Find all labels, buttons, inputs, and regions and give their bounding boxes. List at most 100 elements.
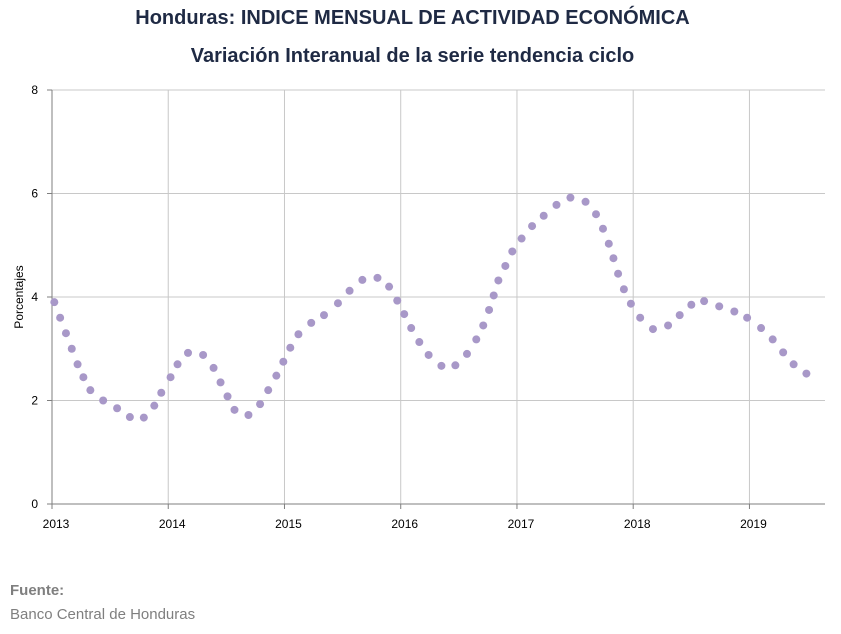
data-point xyxy=(614,269,623,278)
data-point xyxy=(320,311,329,320)
data-point xyxy=(223,392,232,401)
data-point xyxy=(279,357,288,366)
data-point xyxy=(73,360,82,369)
data-point xyxy=(173,360,182,369)
data-point xyxy=(802,369,811,378)
data-point xyxy=(286,343,295,352)
data-point xyxy=(385,282,394,291)
data-point xyxy=(157,388,166,397)
data-point xyxy=(648,325,657,334)
y-axis-label: Porcentajes xyxy=(12,265,26,328)
source-label: Fuente: xyxy=(10,582,65,599)
data-point xyxy=(307,318,316,327)
chart-subtitle: Variación Interanual de la serie tendenc… xyxy=(190,45,635,67)
data-point xyxy=(358,275,367,284)
data-point xyxy=(415,338,424,347)
data-point xyxy=(636,313,645,322)
y-tick-label: 0 xyxy=(31,497,38,511)
data-point xyxy=(345,286,354,295)
data-point xyxy=(199,350,208,359)
data-point xyxy=(139,413,148,422)
data-point xyxy=(400,310,409,319)
data-point xyxy=(209,363,218,372)
y-tick-label: 8 xyxy=(31,83,38,97)
data-point xyxy=(256,400,265,409)
data-point xyxy=(517,234,526,243)
x-tick-label: 2017 xyxy=(508,517,535,531)
data-point xyxy=(472,335,481,344)
data-point xyxy=(598,224,607,233)
y-tick-label: 2 xyxy=(31,394,38,408)
data-point xyxy=(333,299,342,308)
x-tick-label: 2013 xyxy=(43,517,70,531)
y-tick-labels: 0 2 4 6 8 xyxy=(31,83,38,511)
data-point xyxy=(264,386,273,395)
scatter-chart: 2013 2014 2015 2016 2017 2018 2019 0 2 4 6 8 Porce… xyxy=(12,83,825,531)
data-point xyxy=(56,313,65,322)
data-point xyxy=(50,298,59,307)
data-point xyxy=(604,239,613,248)
chart-title: Honduras: INDICE MENSUAL DE ACTIVIDAD EC… xyxy=(135,7,690,29)
data-point xyxy=(501,261,510,270)
x-tick-label: 2018 xyxy=(624,517,651,531)
y-tick-label: 6 xyxy=(31,187,38,201)
grid-lines xyxy=(51,89,825,504)
data-point xyxy=(451,361,460,370)
data-point xyxy=(184,348,193,357)
x-tick-label: 2016 xyxy=(391,517,418,531)
data-point xyxy=(373,273,382,282)
axes xyxy=(47,89,825,509)
x-tick-labels: 2013 2014 2015 2016 2017 2018 2019 xyxy=(43,517,767,531)
data-point xyxy=(768,335,777,344)
data-point xyxy=(730,307,739,316)
data-point xyxy=(715,302,724,311)
data-point xyxy=(462,349,471,358)
data-point xyxy=(581,197,590,206)
data-point xyxy=(272,371,281,380)
data-point xyxy=(626,299,635,308)
data-point xyxy=(479,321,488,330)
data-point xyxy=(508,247,517,256)
data-point xyxy=(494,276,503,285)
data-point xyxy=(86,386,95,395)
data-points xyxy=(50,193,811,422)
data-point xyxy=(407,324,416,333)
data-point xyxy=(437,361,446,370)
source-value: Banco Central de Honduras xyxy=(10,606,196,623)
data-point xyxy=(216,378,225,387)
data-point xyxy=(67,344,76,353)
data-point xyxy=(687,300,696,309)
data-point xyxy=(566,193,575,202)
data-point xyxy=(609,254,618,263)
data-point xyxy=(150,401,159,410)
data-point xyxy=(244,410,253,419)
x-tick-label: 2014 xyxy=(159,517,186,531)
data-point xyxy=(99,396,108,405)
data-point xyxy=(743,313,752,322)
data-point xyxy=(489,291,498,300)
data-point xyxy=(166,373,175,382)
data-point xyxy=(113,404,122,413)
data-point xyxy=(485,305,494,314)
data-point xyxy=(125,413,134,422)
data-point xyxy=(528,222,537,231)
data-point xyxy=(230,405,239,414)
data-point xyxy=(552,200,561,209)
y-tick-label: 4 xyxy=(31,290,38,304)
data-point xyxy=(664,321,673,330)
data-point xyxy=(779,348,788,357)
data-point xyxy=(393,296,402,305)
x-tick-label: 2015 xyxy=(275,517,302,531)
data-point xyxy=(424,350,433,359)
data-point xyxy=(789,360,798,369)
data-point xyxy=(700,297,709,306)
data-point xyxy=(757,324,766,333)
data-point xyxy=(294,330,303,339)
data-point xyxy=(539,211,548,220)
x-tick-label: 2019 xyxy=(740,517,767,531)
data-point xyxy=(592,210,601,219)
data-point xyxy=(619,285,628,294)
data-point xyxy=(61,329,70,338)
data-point xyxy=(675,311,684,320)
data-point xyxy=(79,373,88,382)
